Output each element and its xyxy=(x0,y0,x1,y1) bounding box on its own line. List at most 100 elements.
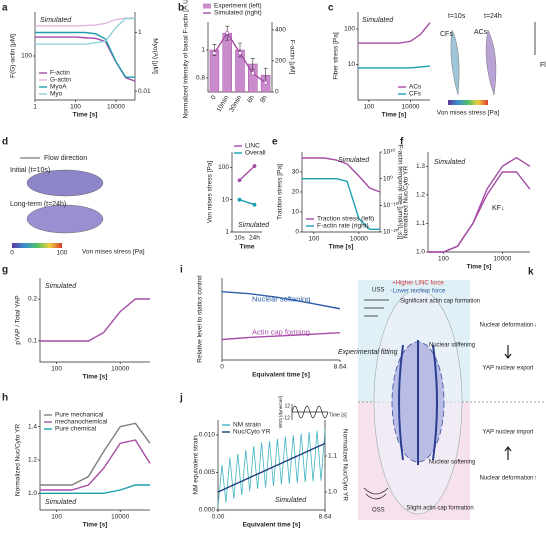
x-tick-label: 8.64 xyxy=(334,364,347,371)
flow-profile xyxy=(364,299,389,317)
y-tick-label: 20 xyxy=(292,189,300,196)
panel-label: k xyxy=(528,267,534,278)
label: Nuclear softening xyxy=(429,460,476,466)
colorbar-tick: 100 xyxy=(57,250,68,257)
panel-label: b xyxy=(178,3,184,14)
annotation: Simulated xyxy=(45,283,77,290)
colorbar-label: Von mises stress [Pa] xyxy=(437,110,500,117)
y-tick-label: 1.4 xyxy=(28,423,37,430)
panel-label: e xyxy=(272,137,278,148)
panel-label: j xyxy=(179,393,183,404)
x-tick-label: 10s xyxy=(234,235,245,242)
axes xyxy=(39,410,150,511)
line xyxy=(217,442,326,493)
axes xyxy=(217,420,326,511)
inset-label: Time [s] xyxy=(329,412,347,418)
y-tick-label: 100 xyxy=(218,164,229,171)
x-tick-label: 100 xyxy=(308,236,319,243)
x-tick-label: 100 xyxy=(438,256,449,263)
flow-profile xyxy=(363,487,389,500)
x-tick-label: 8h xyxy=(259,94,269,104)
panel-label: f xyxy=(400,137,404,148)
x-tick-label: 8.64 xyxy=(319,514,332,521)
y-tick-label: 1.0 xyxy=(416,249,425,256)
y-tick-label: 0.000 xyxy=(199,507,216,514)
point xyxy=(250,71,255,76)
x-tick-label: 10000 xyxy=(111,514,129,521)
y2-axis-label: F-actin temporal rate [μmol/(L·s)] xyxy=(396,145,403,240)
y-tick-label: 30 xyxy=(292,169,300,176)
legend-label: Myo xyxy=(50,91,63,98)
legend-swatch xyxy=(203,3,211,9)
line xyxy=(217,429,326,507)
axes xyxy=(357,12,430,101)
annotation: Experimental fitting xyxy=(338,349,398,356)
colorbar-label: Von mises stress [Pa] xyxy=(82,249,145,256)
y-tick-label: 1.2 xyxy=(416,192,425,199)
legend-label: Actin cap forming xyxy=(252,327,310,336)
line xyxy=(35,17,135,27)
label: OSS xyxy=(372,508,385,514)
label: USS xyxy=(372,288,384,294)
y-axis-label: NM equivalent strain xyxy=(193,435,200,495)
line xyxy=(40,439,151,491)
colorbar xyxy=(12,243,62,248)
y2-axis-label: Myo(A) [μM] xyxy=(151,38,158,74)
legend-label: Pure chemical xyxy=(55,426,97,433)
x-tick-label: 10000 xyxy=(350,236,368,243)
x-axis-label: Equivalent time [s] xyxy=(252,372,310,379)
y-axis-label: pYAP / Total YAP xyxy=(15,295,22,344)
y-axis-label: Fiber stress [Pa] xyxy=(333,32,340,80)
legend-label: NM strain xyxy=(233,422,261,429)
y-axis-label: Traction stress [Pa] xyxy=(277,164,284,220)
line xyxy=(221,290,341,310)
line xyxy=(302,157,381,193)
label: Nuclear deformation↓ xyxy=(479,323,536,329)
point xyxy=(252,164,257,168)
inset-label: WSS [dyne/cm²] xyxy=(278,396,283,429)
x-tick-label: 100 xyxy=(363,104,374,111)
label: +Higher LINC force xyxy=(392,281,444,287)
error-bar xyxy=(250,58,255,70)
panel: d 1 10 100 10s 24h Time Von mises stress [Pa] LI… xyxy=(2,137,270,257)
panel: a 100 1 0.01 1 100 10000 Time [s] F(G)-actin [μM… xyxy=(2,3,158,119)
line xyxy=(358,65,431,69)
point xyxy=(237,197,242,202)
y2-tick-label: 10⁰ xyxy=(383,174,393,182)
x-tick-label: 100 xyxy=(51,514,62,521)
colorbar-tick: 0 xyxy=(10,250,14,257)
panel-label: i xyxy=(180,265,183,276)
line xyxy=(302,177,380,231)
legend-label: Pure mechanical xyxy=(55,412,104,419)
line xyxy=(40,484,150,495)
label: Nuclear deformation↑ xyxy=(479,476,536,482)
annotation: Flow direction xyxy=(540,62,546,69)
x-axis-label: Time [s] xyxy=(83,522,108,529)
y-axis-label: F(G)-actin [μM] xyxy=(10,34,17,78)
legend-label: Nuc/Cyto YR xyxy=(233,429,271,436)
actin-cap xyxy=(398,340,438,465)
colorbar xyxy=(448,100,488,105)
x-axis-label: Time [s] xyxy=(329,244,354,251)
y-tick-label: 0.010 xyxy=(199,432,216,439)
point xyxy=(237,178,242,183)
x-tick-label: 1 xyxy=(33,104,37,111)
y-tick-label: 100 xyxy=(21,53,32,60)
x-tick-label: 10000 xyxy=(107,104,125,111)
annotation: Simulated xyxy=(338,157,370,164)
y-axis-label: Normalized Nuc/Cyto YR xyxy=(403,166,410,238)
line xyxy=(239,199,255,206)
annotation: t=10s xyxy=(448,13,466,20)
inset-axes xyxy=(291,404,328,420)
legend-label: ACs xyxy=(409,84,422,91)
panel-label: d xyxy=(2,137,8,148)
legend-label: CFs xyxy=(409,91,422,98)
annotation: Simulated xyxy=(434,159,466,166)
label: Significant actin cap formation xyxy=(400,299,480,305)
panel: j 0.000 0.005 0.010 1.0 1.1 0.00 8.64 Equivalent… xyxy=(179,393,348,529)
x-tick-label: 24h xyxy=(249,235,260,242)
annotation: KF↓ xyxy=(492,205,504,212)
